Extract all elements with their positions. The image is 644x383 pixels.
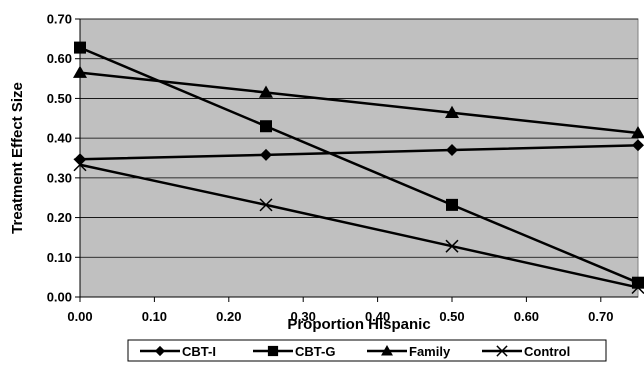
series-line: [79, 144, 639, 161]
data-point-marker: [259, 85, 273, 98]
data-point-marker: [496, 345, 508, 357]
x-tick-label: 0.10: [142, 309, 167, 324]
legend: CBT-I CBT-G Family Control: [127, 339, 607, 362]
legend-item-control: Control: [482, 344, 570, 359]
series-lines: [73, 41, 644, 294]
y-tick-label: 0.70: [47, 12, 72, 27]
legend-label: Control: [524, 344, 570, 359]
data-point-marker: [631, 280, 644, 294]
x-axis-label: Proportion Hispanic: [287, 316, 430, 333]
x-tick-label: 0.70: [588, 309, 613, 324]
series-line: [79, 163, 639, 289]
series-line: [79, 71, 639, 135]
data-point-marker: [632, 139, 644, 152]
data-point-marker: [73, 65, 87, 78]
series-family: [73, 65, 644, 139]
y-tick-label: 0.60: [47, 51, 72, 66]
x-axis-ticks: 0.00 0.10 0.20 0.30 0.40 0.50 0.60 0.70: [67, 296, 638, 324]
data-point-marker: [267, 345, 279, 357]
data-point-marker: [445, 105, 459, 118]
data-point-marker: [260, 148, 272, 161]
y-tick-label: 0.30: [47, 170, 72, 185]
y-tick-label: 0.00: [47, 290, 72, 305]
data-point-marker: [154, 345, 166, 357]
y-tick-label: 0.50: [47, 91, 72, 106]
legend-item-family: Family: [367, 344, 451, 359]
y-tick-label: 0.10: [47, 250, 72, 265]
data-point-marker: [445, 239, 459, 253]
series-control: [73, 158, 644, 294]
series-line: [79, 46, 639, 284]
data-point-marker: [446, 144, 458, 157]
x-tick-label: 0.30: [291, 309, 316, 324]
y-tick-label: 0.40: [47, 131, 72, 146]
y-axis-ticks: 0.00 0.10 0.20 0.30 0.40 0.50 0.60 0.70: [47, 12, 81, 305]
x-tick-label: 0.60: [514, 309, 539, 324]
data-point-marker: [446, 198, 458, 211]
x-tick-label: 0.40: [365, 309, 390, 324]
legend-label: CBT-I: [182, 344, 216, 359]
legend-label: Family: [409, 344, 451, 359]
data-point-marker: [260, 120, 272, 133]
y-tick-label: 0.20: [47, 210, 72, 225]
x-tick-label: 0.50: [439, 309, 464, 324]
legend-item-cbt-g: CBT-G: [253, 344, 335, 359]
legend-label: CBT-G: [295, 344, 335, 359]
data-point-marker: [381, 345, 393, 356]
gridlines: [80, 18, 638, 258]
data-point-marker: [74, 41, 86, 54]
data-point-marker: [259, 198, 273, 212]
data-point-marker: [73, 158, 87, 172]
y-axis-label: Treatment Effect Size: [9, 82, 26, 234]
data-point-marker: [631, 125, 644, 139]
x-tick-label: 0.00: [67, 309, 92, 324]
legend-item-cbt-i: CBT-I: [140, 344, 216, 359]
x-tick-label: 0.20: [216, 309, 241, 324]
